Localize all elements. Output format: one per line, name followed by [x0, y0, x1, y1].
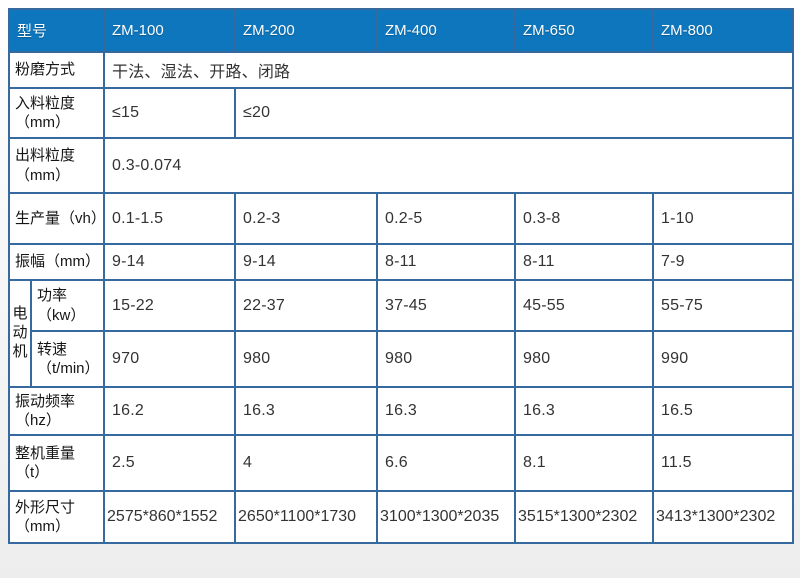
output-size-label: 出料粒度（mm）: [7, 137, 106, 194]
motor-group-label: 电动机: [8, 279, 32, 388]
header-zm-200: ZM-200: [234, 8, 379, 53]
motor-power-zm200: 22-37: [234, 279, 379, 332]
header-zm-650: ZM-650: [514, 8, 655, 53]
frequency-label: 振动频率（hz）: [7, 386, 106, 436]
dimensions-zm100: 2575*860*1552: [103, 490, 237, 544]
header-model-label: 型号: [7, 8, 106, 53]
feed-size-label: 入料粒度（mm）: [7, 87, 106, 139]
weight-label: 整机重量（t）: [7, 434, 106, 492]
header-row: 型号 ZM-100 ZM-200 ZM-400 ZM-650 ZM-800: [7, 8, 795, 53]
row-output-size: 出料粒度（mm） 0.3-0.074: [7, 137, 795, 194]
header-zm-400: ZM-400: [376, 8, 517, 53]
motor-power-label: 功率（kw）: [29, 279, 106, 332]
amplitude-zm800: 7-9: [652, 243, 795, 281]
output-size-value: 0.3-0.074: [103, 137, 795, 194]
weight-zm400: 6.6: [376, 434, 517, 492]
feed-size-rest: ≤20: [234, 87, 795, 139]
feed-size-zm100: ≤15: [103, 87, 237, 139]
dimensions-zm800: 3413*1300*2302: [652, 490, 795, 544]
motor-speed-zm200: 980: [234, 330, 379, 388]
motor-speed-zm400: 980: [376, 330, 517, 388]
header-zm-800: ZM-800: [652, 8, 795, 53]
capacity-zm800: 1-10: [652, 192, 795, 245]
row-motor-power: 电动机 功率（kw） 15-22 22-37 37-45 45-55 55-75: [8, 279, 795, 388]
capacity-zm200: 0.2-3: [234, 192, 379, 245]
weight-zm800: 11.5: [652, 434, 795, 492]
dimensions-zm650: 3515*1300*2302: [514, 490, 655, 544]
amplitude-zm200: 9-14: [234, 243, 379, 281]
row-weight: 整机重量（t） 2.5 4 6.6 8.1 11.5: [7, 434, 795, 492]
motor-speed-zm100: 970: [103, 330, 237, 388]
weight-zm650: 8.1: [514, 434, 655, 492]
row-motor-speed: 转速（t/min） 970 980 980 980 990: [9, 330, 795, 388]
amplitude-zm100: 9-14: [103, 243, 237, 281]
motor-power-zm800: 55-75: [652, 279, 795, 332]
row-dimensions: 外形尺寸（mm） 2575*860*1552 2650*1100*1730 31…: [7, 490, 795, 544]
capacity-zm100: 0.1-1.5: [103, 192, 237, 245]
row-grinding-method: 粉磨方式 干法、湿法、开路、闭路: [7, 51, 795, 89]
grinding-method-label: 粉磨方式: [7, 51, 106, 89]
dimensions-zm400: 3100*1300*2035: [376, 490, 517, 544]
row-capacity: 生产量（vh） 0.1-1.5 0.2-3 0.2-5 0.3-8 1-10: [7, 192, 795, 245]
motor-power-zm400: 37-45: [376, 279, 517, 332]
frequency-zm200: 16.3: [234, 386, 379, 436]
frequency-zm400: 16.3: [376, 386, 517, 436]
spec-table: 型号 ZM-100 ZM-200 ZM-400 ZM-650 ZM-800 粉磨…: [7, 8, 795, 544]
amplitude-zm400: 8-11: [376, 243, 517, 281]
dimensions-label: 外形尺寸（mm）: [7, 490, 106, 544]
row-frequency: 振动频率（hz） 16.2 16.3 16.3 16.3 16.5: [7, 386, 795, 436]
capacity-zm400: 0.2-5: [376, 192, 517, 245]
dimensions-zm200: 2650*1100*1730: [234, 490, 379, 544]
header-zm-100: ZM-100: [103, 8, 237, 53]
capacity-label: 生产量（vh）: [7, 192, 106, 245]
motor-speed-label: 转速（t/min）: [29, 330, 106, 388]
amplitude-label: 振幅（mm）: [7, 243, 106, 281]
motor-power-zm100: 15-22: [103, 279, 237, 332]
amplitude-zm650: 8-11: [514, 243, 655, 281]
motor-speed-zm800: 990: [652, 330, 795, 388]
weight-zm100: 2.5: [103, 434, 237, 492]
capacity-zm650: 0.3-8: [514, 192, 655, 245]
grinding-method-value: 干法、湿法、开路、闭路: [103, 51, 795, 89]
motor-power-zm650: 45-55: [514, 279, 655, 332]
row-amplitude: 振幅（mm） 9-14 9-14 8-11 8-11 7-9: [7, 243, 795, 281]
frequency-zm100: 16.2: [103, 386, 237, 436]
frequency-zm800: 16.5: [652, 386, 795, 436]
motor-speed-zm650: 980: [514, 330, 655, 388]
weight-zm200: 4: [234, 434, 379, 492]
row-feed-size: 入料粒度（mm） ≤15 ≤20: [7, 87, 795, 139]
frequency-zm650: 16.3: [514, 386, 655, 436]
